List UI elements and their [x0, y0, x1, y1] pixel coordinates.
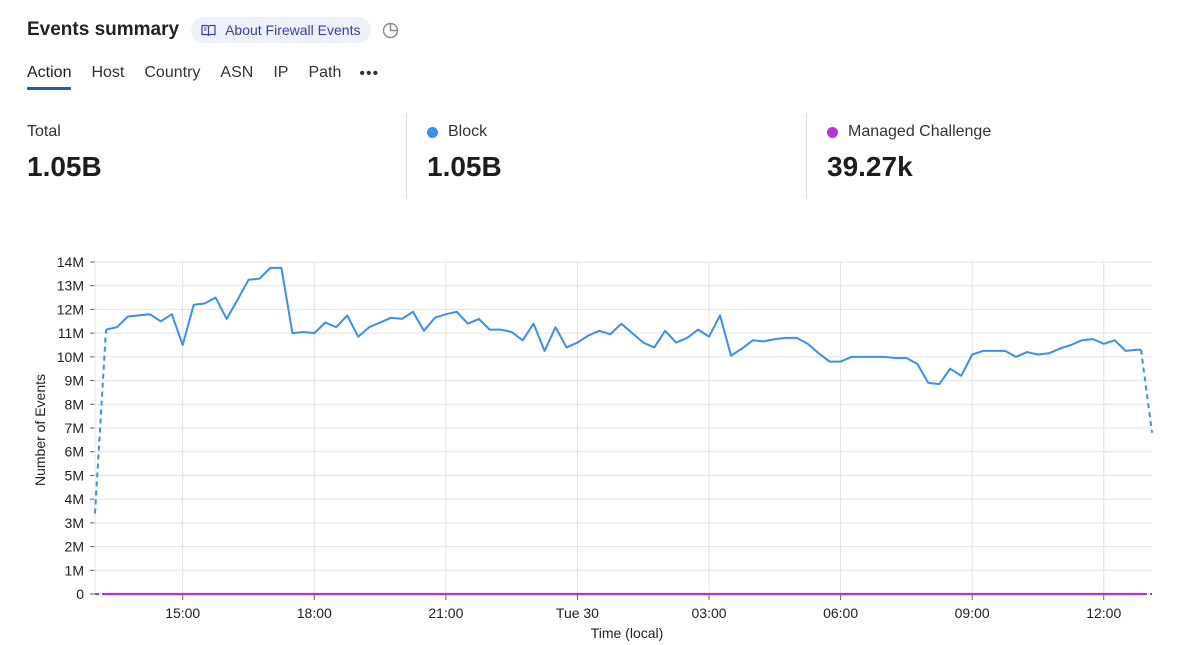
y-tick-label: 9M	[65, 373, 84, 389]
stat-total-value: 1.05B	[27, 151, 102, 182]
y-tick-label: 2M	[65, 539, 84, 555]
stat-block-value: 1.05B	[427, 151, 502, 182]
y-tick-label: 0	[76, 586, 84, 602]
y-axis-title: Number of Events	[32, 374, 48, 486]
y-axis-ticks: 0 1M 2M 3M 4M 5M 6M 7M 8M 9M 10M 11M 12M 13M 14M	[57, 254, 84, 602]
page-title: Events summary	[27, 19, 180, 40]
x-tick-label: 15:00	[165, 605, 200, 621]
y-tick-label: 8M	[65, 396, 84, 412]
x-axis-ticks: 15:00 18:00 21:00 Tue 30 03:00 06:00 09:00 12:0…	[165, 605, 1121, 621]
stat-label: Managed Challenge	[827, 123, 991, 141]
stat-divider	[806, 114, 807, 198]
y-tick-label: 3M	[65, 515, 84, 531]
y-tick-label: 10M	[57, 349, 84, 365]
events-line-chart[interactable]: 0 1M 2M 3M 4M 5M 6M 7M 8M 9M 10M 11M 12M 13M 14M 15:00…	[0, 240, 1200, 645]
stat-managed-challenge-value: 39.27k	[827, 151, 913, 182]
about-link-label: About Firewall Events	[225, 22, 361, 38]
stat-block[interactable]: Block 1.05B	[427, 114, 502, 199]
chart-series	[94, 266, 1153, 596]
y-tick-label: 14M	[57, 254, 84, 270]
managed-challenge-legend-dot	[827, 126, 838, 138]
more-tabs-button[interactable]: •••	[359, 65, 380, 82]
stat-label: Block	[427, 123, 502, 141]
summary-header: Events summary About Firewall Events	[27, 17, 399, 43]
stat-total: Total 1.05B	[27, 114, 102, 199]
stat-managed-challenge-label: Managed Challenge	[848, 123, 992, 140]
y-tick-label: 6M	[65, 444, 84, 460]
y-tick-label: 11M	[58, 325, 84, 341]
block-series-line-start	[94, 329, 107, 514]
x-axis-title: Time (local)	[591, 625, 664, 641]
stat-managed-challenge[interactable]: Managed Challenge 39.27k	[827, 114, 991, 199]
dimension-tabs: Action Host Country ASN IP Path •••	[27, 64, 380, 90]
stat-divider	[406, 114, 407, 198]
x-tick-label: 12:00	[1086, 605, 1121, 621]
y-tick-label: 5M	[65, 467, 84, 483]
stat-label: Total	[27, 123, 102, 141]
y-tick-label: 13M	[57, 278, 84, 294]
block-series-line-end	[1140, 349, 1153, 433]
y-tick-label: 7M	[65, 420, 84, 436]
chart-grid	[90, 261, 1152, 600]
tab-host[interactable]: Host	[91, 64, 125, 81]
stats-row: Total 1.05B Block 1.05B Managed Challeng…	[0, 114, 1200, 199]
tab-country[interactable]: Country	[144, 64, 201, 81]
x-tick-label: 21:00	[428, 605, 463, 621]
y-tick-label: 1M	[65, 562, 84, 578]
stat-total-label: Total	[27, 123, 61, 140]
tab-asn[interactable]: ASN	[220, 64, 254, 81]
pie-chart-icon[interactable]	[382, 22, 399, 39]
x-tick-label: 06:00	[823, 605, 858, 621]
tab-action[interactable]: Action	[27, 64, 72, 90]
stat-block-label: Block	[448, 123, 488, 140]
book-icon	[201, 24, 216, 36]
about-firewall-events-link[interactable]: About Firewall Events	[191, 17, 372, 43]
tab-path[interactable]: Path	[308, 64, 342, 81]
x-tick-label: 09:00	[955, 605, 990, 621]
block-legend-dot	[427, 126, 438, 138]
y-tick-label: 4M	[65, 491, 84, 507]
y-tick-label: 12M	[57, 301, 84, 317]
x-tick-label: 18:00	[297, 605, 332, 621]
block-series-line[interactable]	[105, 266, 1141, 386]
tab-ip[interactable]: IP	[273, 64, 289, 81]
x-tick-label: Tue 30	[556, 605, 599, 621]
x-tick-label: 03:00	[692, 605, 727, 621]
